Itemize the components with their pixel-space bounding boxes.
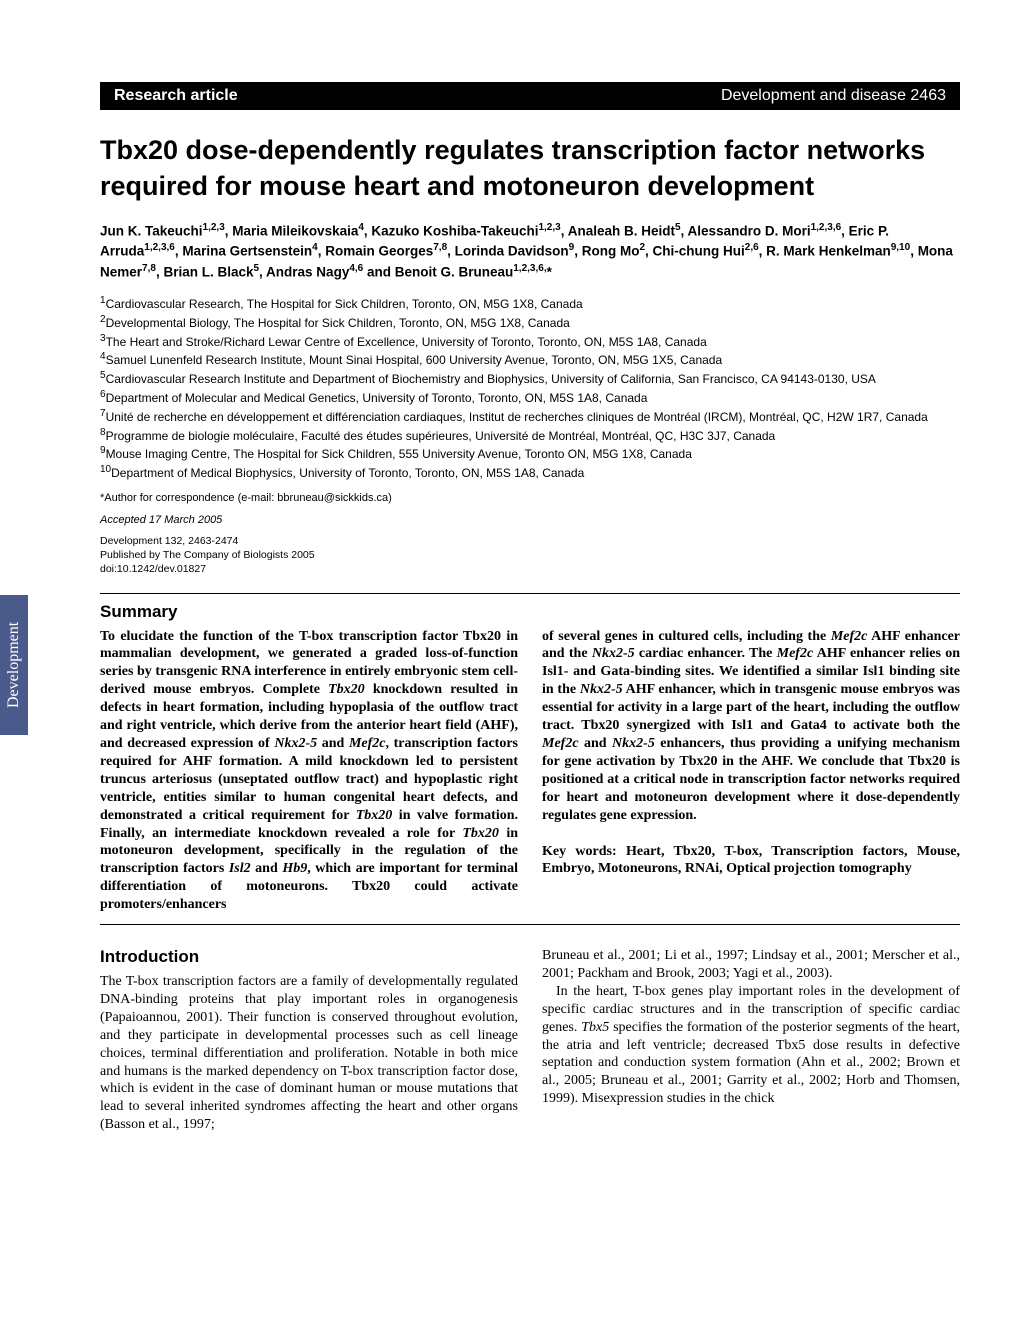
authors-list: Jun K. Takeuchi1,2,3, Maria Mileikovskai…	[100, 221, 960, 282]
intro-text: In the heart, T-box genes play important…	[542, 983, 960, 1108]
affiliation: 5Cardiovascular Research Institute and D…	[100, 369, 960, 388]
header-right: Development and disease 2463	[721, 87, 946, 105]
introduction-section: Introduction The T-box transcription fac…	[100, 947, 960, 1134]
article-title: Tbx20 dose-dependently regulates transcr…	[100, 132, 960, 205]
intro-heading: Introduction	[100, 947, 518, 967]
intro-text: The T-box transcription factors are a fa…	[100, 973, 518, 1134]
affiliation: 2Developmental Biology, The Hospital for…	[100, 313, 960, 332]
affiliation: 4Samuel Lunenfeld Research Institute, Mo…	[100, 350, 960, 369]
keywords: Key words: Heart, Tbx20, T-box, Transcri…	[542, 843, 960, 879]
side-tab: Development	[0, 595, 28, 735]
pubinfo-line: doi:10.1242/dev.01827	[100, 562, 960, 576]
summary-heading: Summary	[100, 602, 960, 622]
intro-col-right: Bruneau et al., 2001; Li et al., 1997; L…	[542, 947, 960, 1134]
affiliation: 7Unité de recherche en développement et …	[100, 407, 960, 426]
affiliation: 9Mouse Imaging Centre, The Hospital for …	[100, 444, 960, 463]
page-content: Research article Development and disease…	[0, 0, 1020, 1174]
affiliations-list: 1Cardiovascular Research, The Hospital f…	[100, 294, 960, 482]
intro-text: Bruneau et al., 2001; Li et al., 1997; L…	[542, 947, 960, 983]
affiliation: 8Programme de biologie moléculaire, Facu…	[100, 426, 960, 445]
correspondence: *Author for correspondence (e-mail: bbru…	[100, 492, 960, 504]
divider	[100, 593, 960, 594]
summary-col-right: of several genes in cultured cells, incl…	[542, 628, 960, 915]
affiliation: 3The Heart and Stroke/Richard Lewar Cent…	[100, 332, 960, 351]
summary-text: of several genes in cultured cells, incl…	[542, 628, 960, 825]
publication-info: Development 132, 2463-2474 Published by …	[100, 534, 960, 577]
summary-text: To elucidate the function of the T-box t…	[100, 628, 518, 915]
header-left: Research article	[114, 87, 238, 105]
pubinfo-line: Published by The Company of Biologists 2…	[100, 548, 960, 562]
header-bar: Research article Development and disease…	[100, 82, 960, 110]
affiliation: 6Department of Molecular and Medical Gen…	[100, 388, 960, 407]
summary-col-left: To elucidate the function of the T-box t…	[100, 628, 518, 915]
accepted-date: Accepted 17 March 2005	[100, 514, 960, 526]
summary-section: To elucidate the function of the T-box t…	[100, 628, 960, 915]
divider	[100, 924, 960, 925]
pubinfo-line: Development 132, 2463-2474	[100, 534, 960, 548]
affiliation: 1Cardiovascular Research, The Hospital f…	[100, 294, 960, 313]
intro-col-left: Introduction The T-box transcription fac…	[100, 947, 518, 1134]
affiliation: 10Department of Medical Biophysics, Univ…	[100, 463, 960, 482]
